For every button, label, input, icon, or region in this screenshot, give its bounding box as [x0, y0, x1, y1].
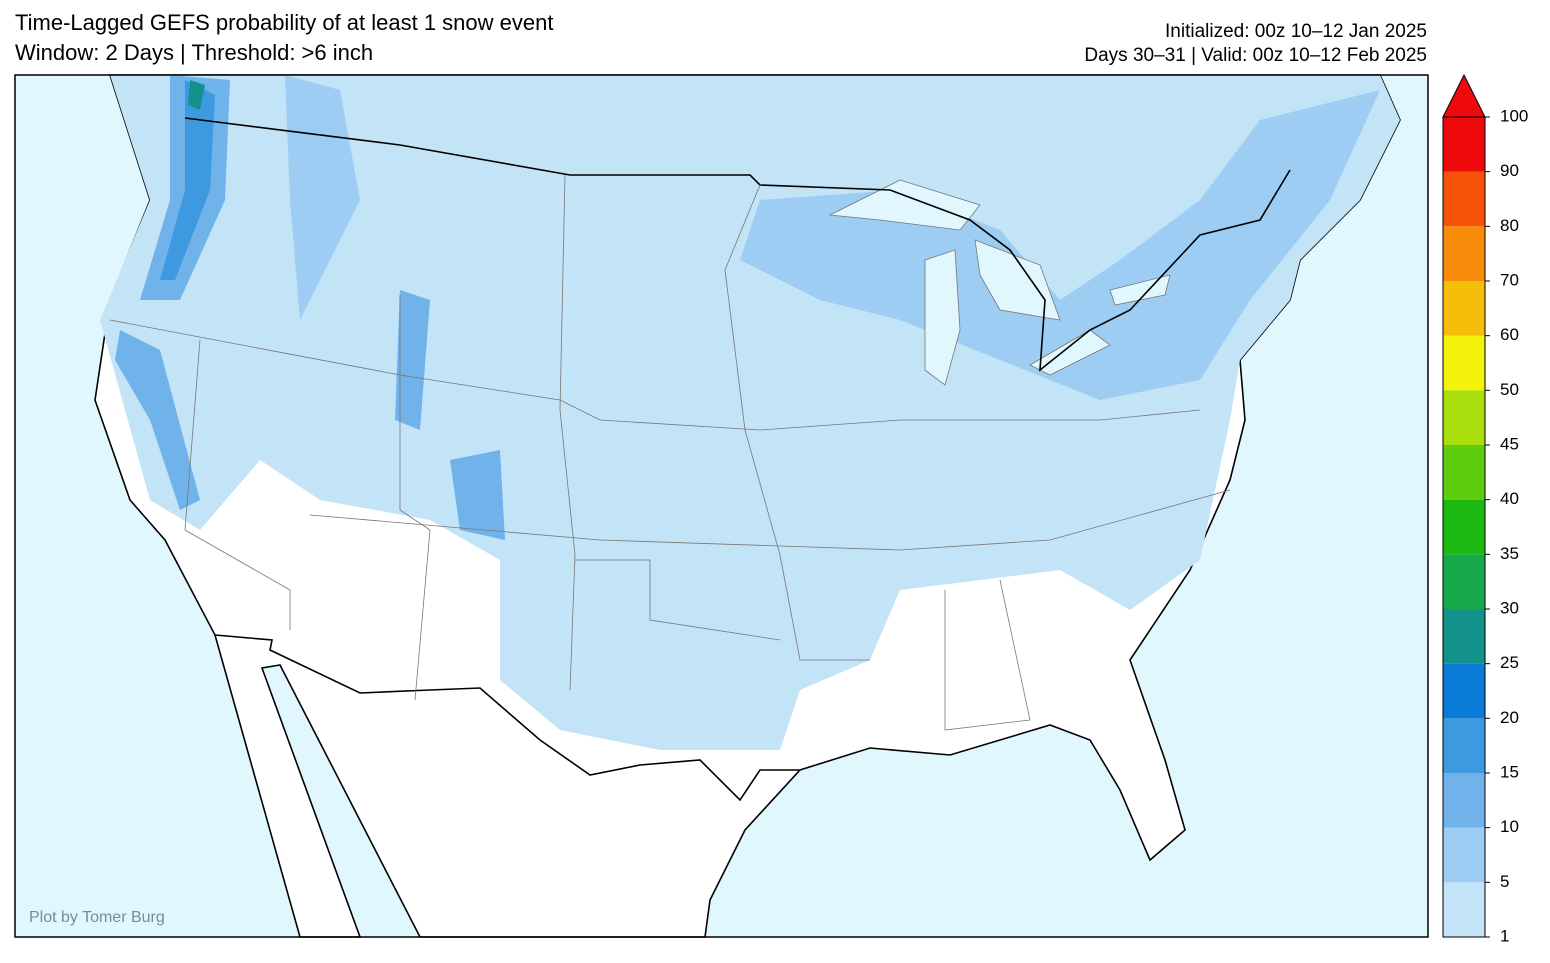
snow-region-15 — [160, 80, 215, 280]
colorbar-bin — [1443, 281, 1485, 336]
title-line-1: Time-Lagged GEFS probability of at least… — [15, 10, 553, 35]
lake — [828, 179, 981, 231]
colorbar-tick-label: 25 — [1500, 653, 1519, 672]
colorbar-tick-label: 60 — [1500, 325, 1519, 344]
colorbar-bin — [1443, 226, 1485, 281]
credit: Plot by Tomer Burg — [29, 909, 165, 926]
snow-region-10 — [450, 450, 505, 540]
state-border — [575, 559, 781, 641]
snow-region-5 — [285, 75, 360, 320]
colorbar-bin — [1443, 445, 1485, 500]
state-border — [109, 319, 1201, 431]
colorbar-tick-label: 30 — [1500, 598, 1519, 617]
lake — [1029, 329, 1111, 376]
snow-region-25 — [188, 80, 205, 110]
colorbar-bin — [1443, 117, 1485, 172]
map-frame — [14, 74, 1429, 938]
colorbar-bin — [1443, 718, 1485, 773]
colorbar-tick-label: 5 — [1500, 872, 1509, 891]
colorbar-bin — [1443, 554, 1485, 609]
state-border — [944, 579, 1031, 731]
country-border — [214, 634, 800, 802]
colorbar-tick-label: 70 — [1500, 270, 1519, 289]
colorbar-bin — [1443, 663, 1485, 719]
colorbar-tick-label: 1 — [1500, 926, 1509, 945]
colorbar-tick-label: 80 — [1500, 216, 1519, 235]
colorbar-bin — [1443, 827, 1485, 883]
state-border — [724, 184, 870, 661]
colorbar-bin — [1443, 882, 1485, 937]
lake — [974, 239, 1061, 321]
colorbar-tick-label: 45 — [1500, 434, 1519, 453]
colorbar-tick-label: 50 — [1500, 380, 1519, 399]
colorbar-tick-label: 10 — [1500, 817, 1519, 836]
colorbar-tick-label: 100 — [1500, 106, 1528, 125]
state-border — [399, 295, 431, 701]
lake — [924, 249, 961, 386]
colorbar-tick-label: 15 — [1500, 762, 1519, 781]
snow-region — [100, 75, 1400, 750]
state-borders — [109, 174, 1231, 731]
colorbar-bin — [1443, 609, 1485, 664]
colorbar-bin — [1443, 390, 1485, 445]
state-border — [559, 174, 576, 691]
snow-region-10 — [395, 290, 430, 430]
colorbar-tick-label: 35 — [1500, 544, 1519, 563]
colorbar-extend — [1442, 73, 1486, 118]
state-border — [309, 489, 1231, 551]
colorbar-tick-label: 90 — [1500, 161, 1519, 180]
colorbar-bin — [1443, 773, 1485, 828]
colorbar-tick-label: 20 — [1500, 708, 1519, 727]
title-line-2: Window: 2 Days | Threshold: >6 inch — [15, 40, 373, 65]
snow-region-5 — [740, 90, 1380, 400]
colorbar-bin — [1443, 335, 1485, 391]
colorbar-tick-label: 40 — [1500, 489, 1519, 508]
colorbar-bin — [1443, 171, 1485, 227]
map — [14, 74, 1429, 938]
colorbar-bin — [1443, 499, 1485, 555]
init-info: Initialized: 00z 10–12 Jan 2025 — [1165, 21, 1427, 42]
state-border — [184, 339, 291, 630]
snow-region-10 — [115, 330, 200, 510]
valid-info: Days 30–31 | Valid: 00z 10–12 Feb 2025 — [1084, 45, 1427, 66]
colorbar-frame — [1442, 116, 1486, 938]
country-border — [184, 117, 1291, 372]
